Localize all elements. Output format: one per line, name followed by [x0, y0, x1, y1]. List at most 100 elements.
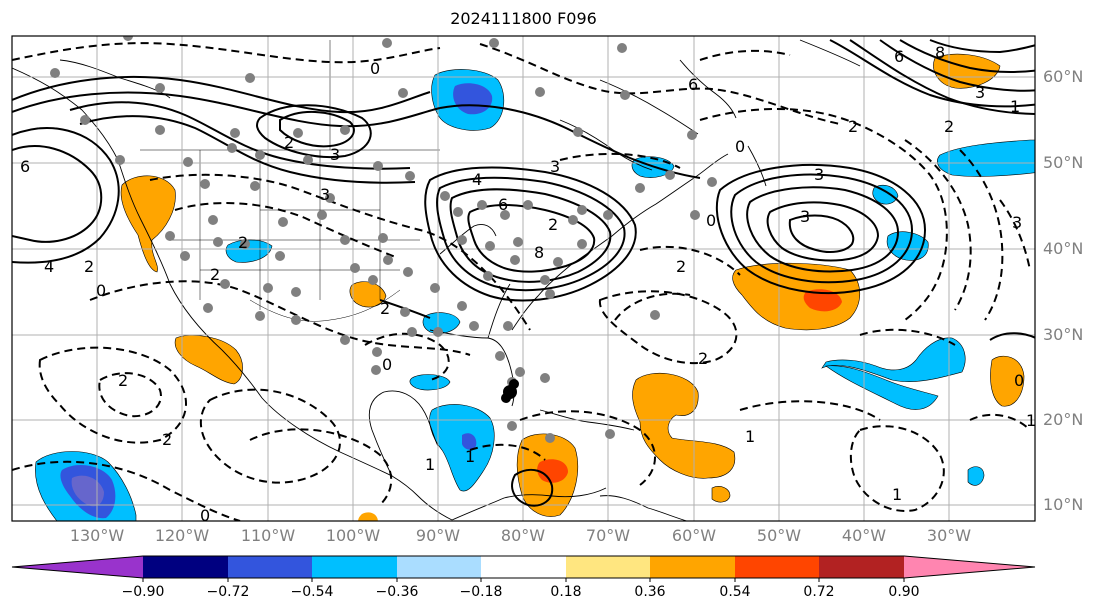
longitude-label: 120°W — [154, 526, 210, 545]
contour-label: 1 — [465, 447, 475, 466]
contour-label: 3 — [330, 145, 340, 164]
contour-label: 2 — [210, 265, 220, 284]
contour-label: 0 — [706, 211, 716, 230]
negative-anomaly-region — [967, 466, 985, 486]
contour-label: 6 — [20, 157, 30, 176]
contour-label: 2 — [676, 257, 686, 276]
colorbar-tick-label: 0.54 — [719, 584, 751, 600]
positive-anomaly-region — [711, 486, 731, 503]
negative-anomaly-core — [462, 433, 477, 450]
dashed-contours — [12, 42, 1031, 521]
contour-label: 1 — [1010, 97, 1020, 116]
colorbar-segment — [735, 556, 819, 578]
negative-anomaly-deep — [71, 475, 104, 507]
colorbar-segment — [228, 556, 312, 578]
colorbar-tick-label: −0.36 — [375, 584, 419, 600]
contour-label: 1 — [425, 455, 435, 474]
colorbar-segment — [312, 556, 397, 578]
colorbar-segment — [143, 556, 228, 578]
negative-anomaly-region — [409, 374, 451, 391]
latitude-label: 30°N — [1043, 325, 1084, 344]
contour-label: 6 — [498, 195, 508, 214]
negative-anomaly-region — [872, 184, 899, 205]
contour-label: 4 — [44, 257, 54, 276]
colorbar-segment — [650, 556, 735, 578]
colorbar — [11, 555, 1036, 582]
contour-label: 3 — [320, 185, 330, 204]
positive-anomaly-region — [120, 175, 176, 273]
negative-anomaly-region — [429, 404, 495, 492]
contour-label: 6 — [894, 47, 904, 66]
latitude-label: 50°N — [1043, 153, 1084, 172]
map-title: 2024111800 F096 — [450, 9, 597, 28]
map-frame — [11, 35, 1036, 522]
longitude-label: 70°W — [585, 526, 631, 545]
contour-label: 2 — [944, 117, 954, 136]
contour-label: 0 — [735, 137, 745, 156]
contour-label: 3 — [800, 207, 810, 226]
latitude-label: 60°N — [1043, 67, 1084, 86]
contour-label: 1 — [892, 485, 902, 504]
latitude-label: 20°N — [1043, 410, 1084, 429]
contour-label: 2 — [84, 257, 94, 276]
colorbar-segment — [481, 556, 566, 578]
longitude-label: 30°W — [926, 526, 972, 545]
contour-label: 2 — [284, 133, 294, 152]
positive-anomaly-region — [358, 512, 378, 521]
contour-label: 0 — [1014, 371, 1024, 390]
colorbar-segment — [819, 556, 904, 578]
contour-label: 3 — [975, 83, 985, 102]
positive-anomaly-region — [174, 335, 243, 385]
coastlines — [12, 39, 861, 521]
contour-label: 4 — [472, 170, 482, 189]
colorbar-extend-high — [904, 556, 1035, 578]
longitude-label: 80°W — [500, 526, 546, 545]
contour-labels: 0 6 2 3 3 2 6 4 3 6 8 2 4 2 0 2 2 2 0 0 … — [20, 43, 1036, 525]
colorbar-tick-label: 0.36 — [634, 584, 666, 600]
colorbar-tick-label: 0.72 — [803, 584, 835, 600]
contour-label: 8 — [935, 43, 945, 62]
contour-label: 0 — [96, 281, 106, 300]
negative-anomaly-region — [937, 139, 1035, 177]
contour-label: 2 — [698, 349, 708, 368]
shaded-anomaly-regions — [35, 53, 1035, 521]
contour-label: 1 — [745, 427, 755, 446]
contour-label: 2 — [548, 215, 558, 234]
colorbar-tick-label: 0.90 — [888, 584, 920, 600]
contour-label: 0 — [200, 506, 210, 525]
latitude-label: 40°N — [1043, 239, 1084, 258]
colorbar-tick-label: 0.18 — [550, 584, 582, 600]
longitude-label: 60°W — [671, 526, 717, 545]
contour-label: 1 — [1026, 411, 1036, 430]
longitude-label: 130°W — [69, 526, 125, 545]
negative-anomaly-region — [422, 312, 461, 334]
latitude-label: 10°N — [1043, 495, 1084, 514]
contour-label: 3 — [1012, 213, 1022, 232]
colorbar-tick-label: −0.90 — [121, 584, 165, 600]
contour-label: 0 — [370, 59, 380, 78]
contour-label: 8 — [534, 243, 544, 262]
negative-anomaly-region — [825, 365, 939, 410]
colorbar-segment — [397, 556, 481, 578]
contour-label: 2 — [118, 371, 128, 390]
contour-label: 2 — [238, 233, 248, 252]
colorbar-tick-label: −0.18 — [459, 584, 503, 600]
contour-label: 2 — [848, 117, 858, 136]
colorbar-tick-label: −0.72 — [206, 584, 250, 600]
contour-label: 2 — [162, 430, 172, 449]
contour-label: 3 — [814, 165, 824, 184]
longitude-label: 40°W — [841, 526, 887, 545]
longitude-label: 110°W — [240, 526, 296, 545]
colorbar-tick-label: −0.54 — [290, 584, 334, 600]
contour-label: 6 — [688, 75, 698, 94]
positive-anomaly-region — [990, 355, 1025, 407]
positive-anomaly-core — [803, 289, 842, 312]
longitude-label: 90°W — [415, 526, 461, 545]
longitude-label: 100°W — [325, 526, 381, 545]
longitude-label: 50°W — [756, 526, 802, 545]
observation-markers — [50, 36, 717, 443]
hurricane-marker — [501, 379, 519, 403]
colorbar-segment — [566, 556, 650, 578]
colorbar-extend-low — [12, 556, 143, 578]
